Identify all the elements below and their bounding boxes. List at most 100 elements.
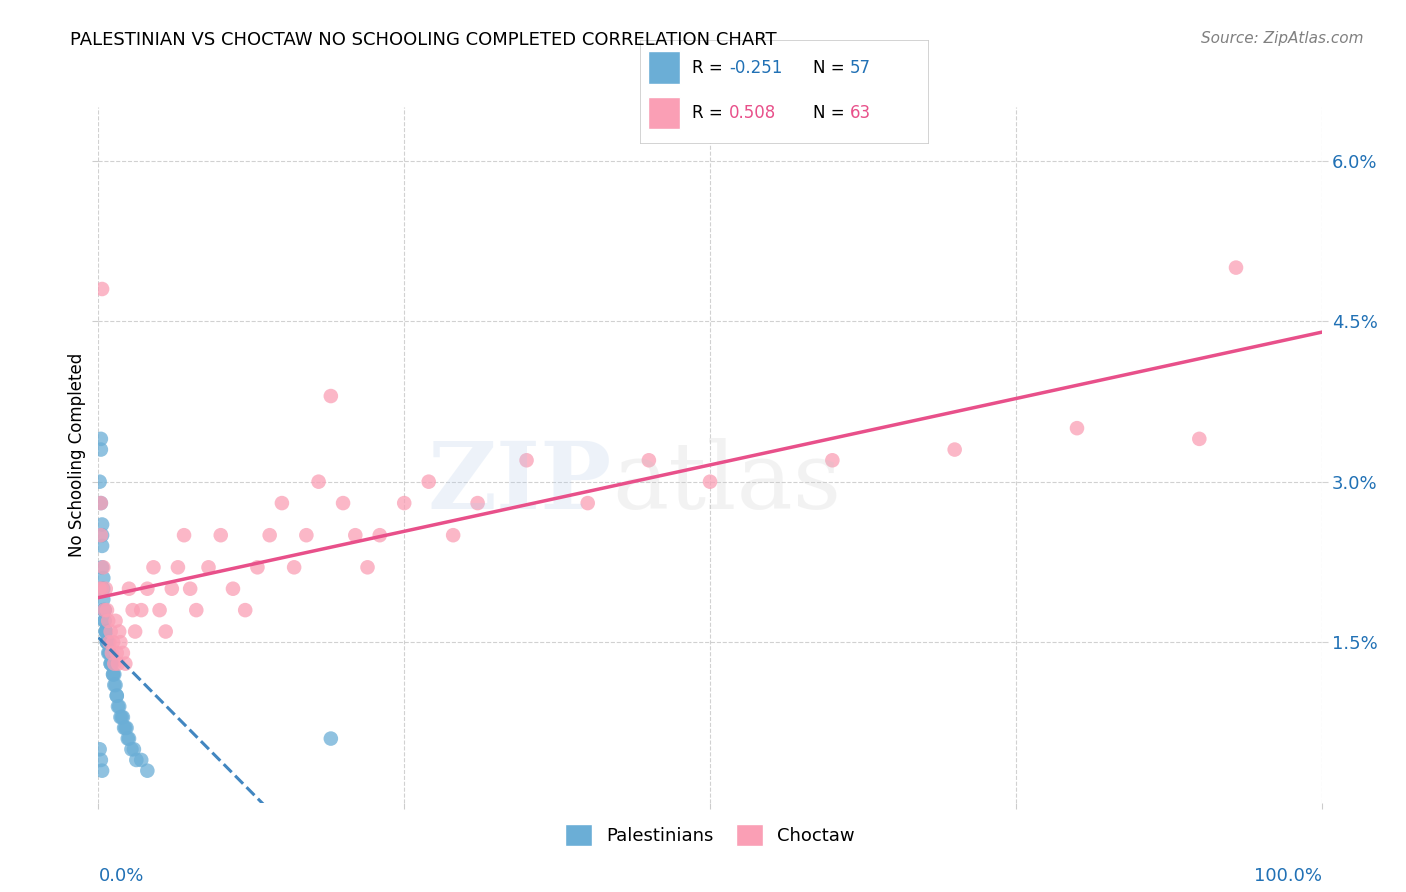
Text: R =: R =	[692, 59, 728, 77]
Point	[129, 603, 152, 617]
Point	[105, 689, 128, 703]
Point	[209, 528, 232, 542]
Point	[91, 582, 114, 596]
Point	[98, 635, 121, 649]
Text: N =: N =	[813, 59, 849, 77]
Text: -0.251: -0.251	[730, 59, 783, 77]
Point	[93, 603, 115, 617]
Point	[108, 699, 131, 714]
Point	[319, 731, 342, 746]
Point	[155, 624, 177, 639]
Point	[125, 753, 148, 767]
Point	[94, 582, 117, 596]
Point	[96, 635, 118, 649]
Point	[259, 528, 281, 542]
Point	[111, 710, 134, 724]
Point	[1225, 260, 1247, 275]
Point	[114, 657, 136, 671]
Point	[101, 657, 124, 671]
Point	[91, 592, 114, 607]
Point	[93, 603, 115, 617]
Point	[91, 517, 114, 532]
Point	[112, 721, 135, 735]
Point	[91, 582, 114, 596]
Point	[93, 614, 115, 628]
Point	[91, 528, 114, 542]
Point	[91, 282, 114, 296]
Point	[136, 582, 159, 596]
Point	[101, 667, 124, 681]
Point	[136, 764, 159, 778]
Text: N =: N =	[813, 104, 849, 122]
Point	[93, 614, 115, 628]
Point	[94, 624, 117, 639]
Point	[111, 646, 134, 660]
Point	[122, 742, 145, 756]
Point	[96, 635, 118, 649]
Point	[118, 731, 141, 746]
Point	[108, 624, 131, 639]
Point	[103, 678, 125, 692]
Point	[105, 646, 128, 660]
Point	[308, 475, 330, 489]
Point	[103, 667, 125, 681]
Point	[90, 528, 112, 542]
Point	[270, 496, 294, 510]
Point	[173, 528, 195, 542]
Point	[283, 560, 305, 574]
Point	[576, 496, 599, 510]
Point	[90, 496, 112, 510]
Point	[101, 667, 124, 681]
Point	[100, 657, 122, 671]
Point	[100, 624, 122, 639]
Point	[129, 753, 152, 767]
Point	[107, 699, 129, 714]
Point	[167, 560, 190, 574]
Point	[943, 442, 966, 457]
Point	[121, 603, 143, 617]
Point	[90, 496, 112, 510]
Text: 0.0%: 0.0%	[98, 867, 143, 885]
Point	[90, 442, 112, 457]
Point	[186, 603, 208, 617]
Point	[233, 603, 256, 617]
Text: R =: R =	[692, 104, 728, 122]
Point	[699, 475, 721, 489]
Point	[179, 582, 201, 596]
Point	[821, 453, 844, 467]
Point	[100, 657, 122, 671]
Point	[441, 528, 464, 542]
Point	[197, 560, 219, 574]
Point	[115, 721, 138, 735]
Point	[104, 678, 127, 692]
Point	[319, 389, 342, 403]
Point	[90, 753, 112, 767]
Point	[90, 432, 112, 446]
Point	[101, 657, 124, 671]
Point	[101, 635, 124, 649]
Text: 63: 63	[851, 104, 872, 122]
Point	[97, 614, 120, 628]
Point	[1066, 421, 1088, 435]
Point	[356, 560, 378, 574]
Text: 57: 57	[851, 59, 872, 77]
Point	[110, 635, 132, 649]
Point	[94, 624, 117, 639]
Point	[222, 582, 245, 596]
Text: 100.0%: 100.0%	[1254, 867, 1322, 885]
Point	[93, 603, 115, 617]
Point	[149, 603, 172, 617]
Point	[91, 539, 114, 553]
Point	[110, 710, 132, 724]
Point	[392, 496, 416, 510]
Point	[107, 657, 129, 671]
Point	[105, 689, 128, 703]
Text: 0.508: 0.508	[730, 104, 776, 122]
Point	[91, 582, 114, 596]
Text: PALESTINIAN VS CHOCTAW NO SCHOOLING COMPLETED CORRELATION CHART: PALESTINIAN VS CHOCTAW NO SCHOOLING COMP…	[70, 31, 778, 49]
Text: atlas: atlas	[612, 438, 841, 528]
Point	[91, 571, 114, 585]
Point	[467, 496, 489, 510]
Point	[1188, 432, 1211, 446]
Point	[91, 560, 114, 574]
